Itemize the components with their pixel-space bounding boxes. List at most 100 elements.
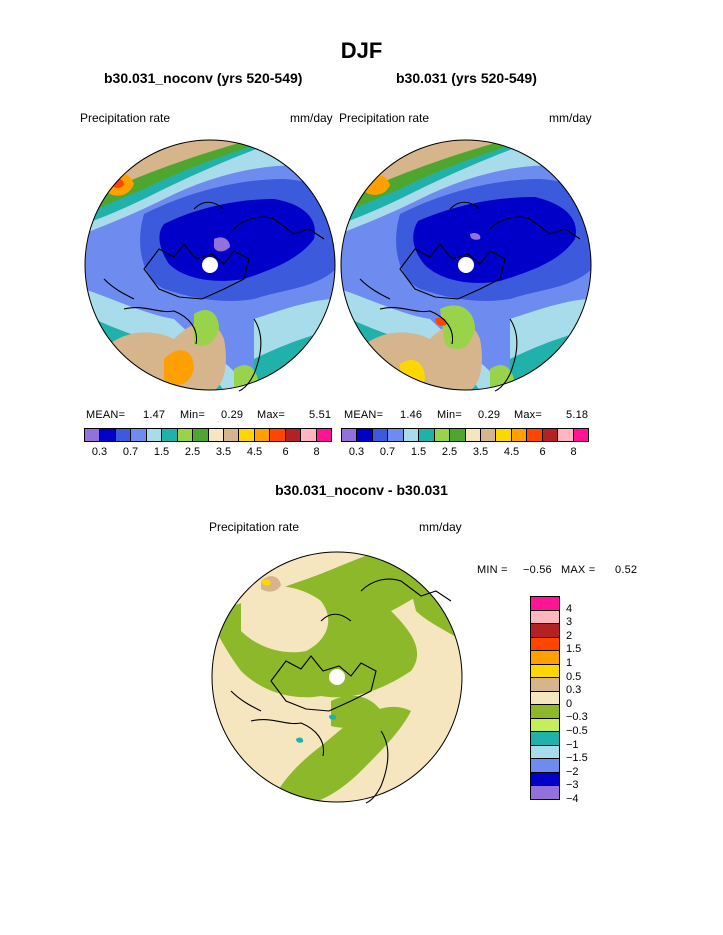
colorbar-swatch xyxy=(531,624,559,638)
panel1-subtitle: b30.031_noconv (yrs 520-549) xyxy=(104,70,303,86)
colorbar-swatch xyxy=(531,678,559,692)
colorbar-swatch xyxy=(573,429,588,441)
panel2-subtitle: b30.031 (yrs 520-549) xyxy=(396,70,537,86)
difference-max-value: 0.52 xyxy=(615,564,638,576)
colorbar-tick-label: 0.7 xyxy=(122,446,139,458)
colorbar-swatch xyxy=(531,732,559,746)
difference-units-label: mm/day xyxy=(419,520,462,534)
colorbar-swatch xyxy=(131,429,147,441)
colorbar-tick-label: −0.3 xyxy=(566,711,588,724)
colorbar-tick-label: 3.5 xyxy=(215,446,232,458)
colorbar-swatch xyxy=(531,759,559,773)
panel2-mean-value: 1.46 xyxy=(400,409,423,421)
colorbar-tick-label: 4 xyxy=(566,602,573,615)
colorbar-swatch xyxy=(531,786,559,799)
colorbar-tick-label: −1 xyxy=(566,738,579,751)
colorbar-tick-label: 2 xyxy=(566,629,573,642)
colorbar-swatch xyxy=(285,429,302,441)
panel2-colorbar xyxy=(341,428,589,442)
colorbar-tick-label: 4.5 xyxy=(246,446,263,458)
colorbar-swatch xyxy=(177,429,194,441)
panel1-colorbar xyxy=(84,428,332,442)
colorbar-tick-label: 1.5 xyxy=(566,643,582,656)
colorbar-tick-label: 2.5 xyxy=(184,446,201,458)
colorbar-swatch xyxy=(239,429,255,441)
panel2-max-label: Max= xyxy=(514,409,543,421)
colorbar-swatch xyxy=(527,429,543,441)
colorbar-tick-label: 0.5 xyxy=(566,670,582,683)
colorbar-swatch xyxy=(531,745,559,760)
colorbar-tick-label: 0.3 xyxy=(91,446,108,458)
colorbar-tick-label: 2.5 xyxy=(441,446,458,458)
colorbar-swatch xyxy=(531,691,559,706)
difference-max-label: MAX = xyxy=(561,564,596,576)
panel2-min-label: Min= xyxy=(437,409,462,421)
colorbar-swatch xyxy=(480,429,497,441)
colorbar-swatch xyxy=(357,429,373,441)
colorbar-tick-label: −3 xyxy=(566,779,579,792)
polar-map-difference xyxy=(211,551,463,804)
panel1-mean-value: 1.47 xyxy=(143,409,166,421)
colorbar-swatch xyxy=(100,429,116,441)
panel2-min-value: 0.29 xyxy=(478,409,501,421)
difference-min-label: MIN = xyxy=(477,564,508,576)
colorbar-swatch xyxy=(372,429,389,441)
colorbar-swatch xyxy=(531,637,559,652)
colorbar-swatch xyxy=(270,429,286,441)
colorbar-swatch xyxy=(531,718,559,733)
colorbar-swatch xyxy=(162,429,178,441)
colorbar-tick-label: 0.7 xyxy=(379,446,396,458)
colorbar-swatch xyxy=(342,429,358,441)
panel2-max-value: 5.18 xyxy=(566,409,589,421)
polar-map-control xyxy=(340,139,592,392)
colorbar-swatch xyxy=(531,705,559,719)
difference-variable-label: Precipitation rate xyxy=(209,520,300,534)
colorbar-swatch xyxy=(115,429,132,441)
colorbar-tick-label: 8 xyxy=(570,446,577,458)
colorbar-swatch xyxy=(542,429,559,441)
colorbar-tick-label: 0.3 xyxy=(348,446,365,458)
panel1-max-value: 5.51 xyxy=(309,409,332,421)
colorbar-swatch xyxy=(208,429,224,441)
colorbar-swatch xyxy=(434,429,451,441)
colorbar-swatch xyxy=(316,429,331,441)
panel2-variable-label: Precipitation rate xyxy=(339,111,430,125)
colorbar-tick-label: −2 xyxy=(566,765,579,778)
colorbar-swatch xyxy=(450,429,466,441)
colorbar-swatch xyxy=(465,429,481,441)
colorbar-tick-label: 6 xyxy=(282,446,289,458)
panel1-variable-label: Precipitation rate xyxy=(80,111,171,125)
colorbar-swatch xyxy=(85,429,101,441)
colorbar-swatch xyxy=(531,610,559,625)
colorbar-tick-label: 3.5 xyxy=(472,446,489,458)
colorbar-tick-label: 3 xyxy=(566,616,573,629)
colorbar-tick-label: 6 xyxy=(539,446,546,458)
colorbar-swatch xyxy=(558,429,574,441)
colorbar-tick-label: 0 xyxy=(566,697,573,710)
panel1-units-label: mm/day xyxy=(290,111,333,125)
colorbar-swatch xyxy=(531,772,559,787)
panel2-units-label: mm/day xyxy=(549,111,592,125)
colorbar-swatch xyxy=(496,429,512,441)
panel1-max-label: Max= xyxy=(257,409,286,421)
colorbar-tick-label: 4.5 xyxy=(503,446,520,458)
panel2-mean-label: MEAN= xyxy=(344,409,384,421)
colorbar-tick-label: −1.5 xyxy=(566,752,588,765)
colorbar-swatch xyxy=(388,429,404,441)
panel1-min-label: Min= xyxy=(180,409,205,421)
colorbar-tick-label: 1.5 xyxy=(153,446,170,458)
colorbar-tick-label: −0.5 xyxy=(566,725,588,737)
polar-map-noconv xyxy=(84,139,336,392)
colorbar-tick-label: 0.3 xyxy=(566,684,582,697)
difference-colorbar xyxy=(530,596,560,800)
colorbar-swatch xyxy=(146,429,163,441)
colorbar-swatch xyxy=(301,429,317,441)
panel1-mean-label: MEAN= xyxy=(86,409,126,421)
colorbar-tick-label: −4 xyxy=(566,793,579,805)
colorbar-tick-label: 1.5 xyxy=(410,446,427,458)
page-title: DJF xyxy=(340,38,383,63)
difference-min-value: −0.56 xyxy=(523,564,552,576)
colorbar-swatch xyxy=(419,429,435,441)
colorbar-swatch xyxy=(223,429,240,441)
colorbar-swatch xyxy=(531,597,559,611)
